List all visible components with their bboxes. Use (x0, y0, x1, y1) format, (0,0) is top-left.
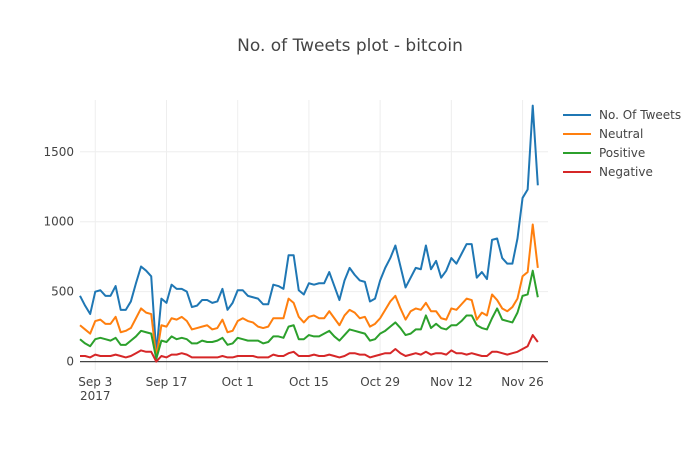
y-tick-label: 1500 (43, 145, 74, 159)
legend[interactable]: No. Of Tweets Neutral Positive Negative (563, 108, 681, 179)
series-line-positive (79, 269, 539, 360)
x-tick-label: Nov 12 (430, 375, 473, 389)
legend-item[interactable]: Positive (563, 146, 645, 160)
legend-item[interactable]: Negative (563, 165, 653, 179)
x-tick-year-label: 2017 (80, 389, 111, 403)
x-tick-label: Sep 3 (78, 375, 112, 389)
legend-label: Neutral (599, 127, 643, 141)
x-tick-label: Nov 26 (501, 375, 544, 389)
legend-item[interactable]: No. Of Tweets (563, 108, 681, 122)
x-tick-label: Oct 1 (222, 375, 254, 389)
y-axis-ticks: 0 500 1000 1500 (43, 145, 74, 369)
series-lines (79, 104, 539, 363)
legend-label: Positive (599, 146, 645, 160)
legend-label: No. Of Tweets (599, 108, 681, 122)
series-line-negative (80, 334, 539, 363)
x-tick-label: Oct 15 (289, 375, 329, 389)
y-tick-label: 0 (66, 355, 74, 369)
x-tick-label: Sep 17 (146, 375, 188, 389)
y-tick-label: 1000 (43, 215, 74, 229)
gridlines (80, 100, 548, 370)
chart-title: No. of Tweets plot - bitcoin (237, 36, 463, 56)
x-tick-label: Oct 29 (360, 375, 400, 389)
legend-item[interactable]: Neutral (563, 127, 643, 141)
y-tick-label: 500 (51, 285, 74, 299)
legend-label: Negative (599, 165, 653, 179)
